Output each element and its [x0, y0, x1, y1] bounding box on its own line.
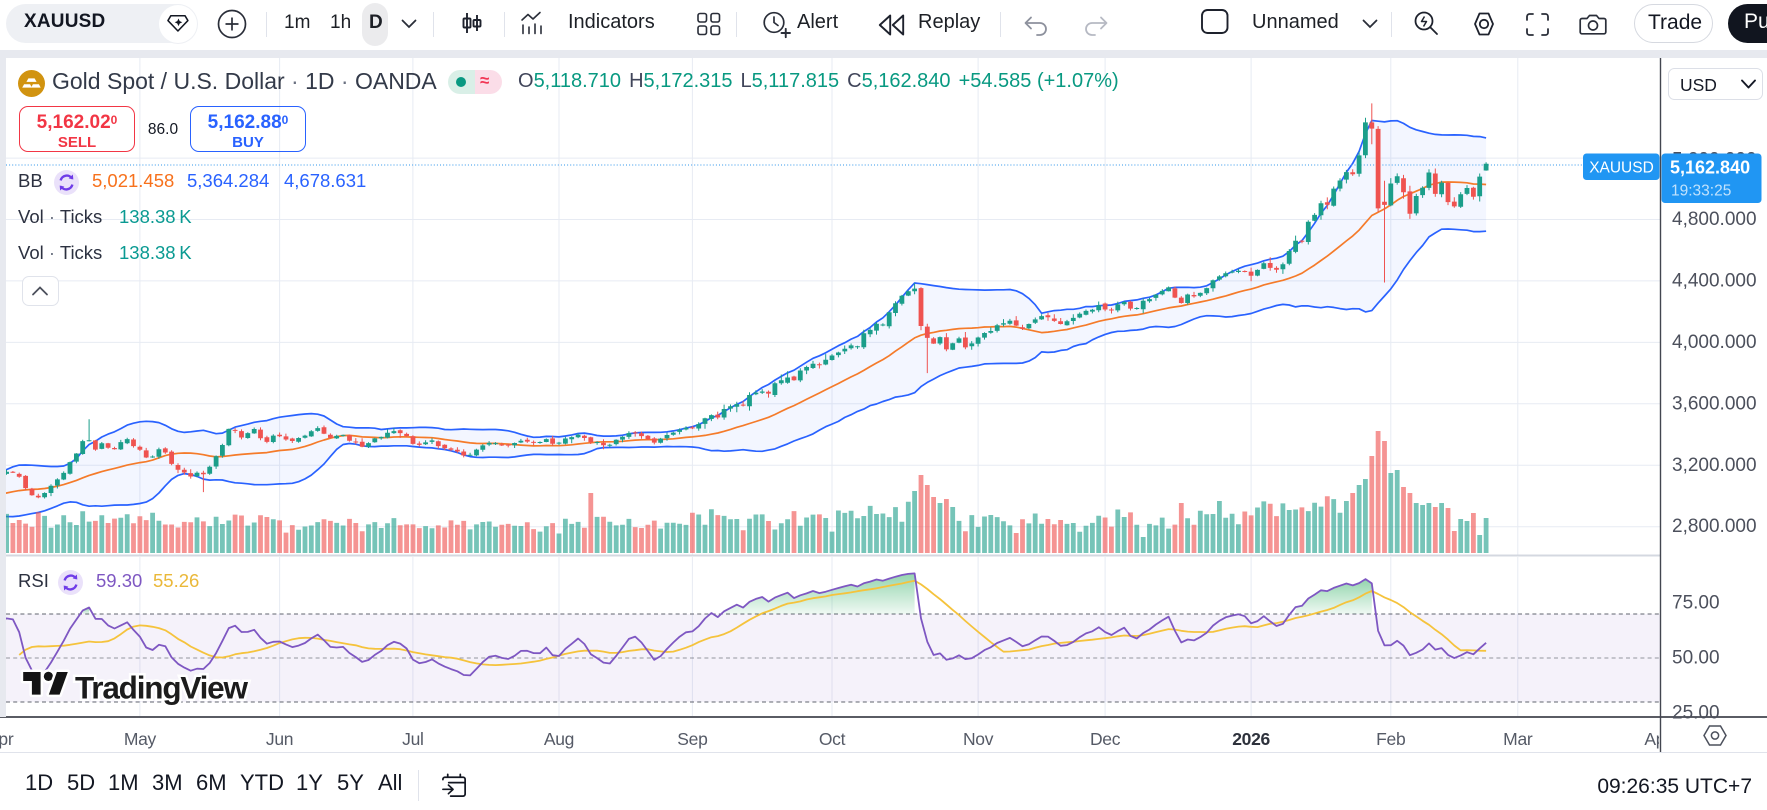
svg-text:Jun: Jun	[266, 729, 293, 749]
svg-text:Apr: Apr	[0, 729, 14, 749]
svg-text:XAUUSD: XAUUSD	[1589, 160, 1654, 177]
svg-text:Mar: Mar	[1503, 729, 1533, 749]
svg-text:4,400.000: 4,400.000	[1672, 270, 1757, 291]
svg-text:50.00: 50.00	[1672, 648, 1720, 669]
svg-text:Oct: Oct	[819, 729, 846, 749]
svg-text:Dec: Dec	[1090, 729, 1121, 749]
svg-text:19:33:25: 19:33:25	[1671, 183, 1731, 200]
svg-text:2026: 2026	[1232, 729, 1270, 749]
svg-text:3,200.000: 3,200.000	[1672, 455, 1757, 476]
svg-text:Feb: Feb	[1376, 729, 1405, 749]
svg-text:Aug: Aug	[544, 729, 574, 749]
svg-text:75.00: 75.00	[1672, 593, 1720, 614]
svg-text:Nov: Nov	[963, 729, 994, 749]
svg-text:Sep: Sep	[677, 729, 707, 749]
svg-text:TradingView: TradingView	[75, 670, 248, 706]
svg-text:Jul: Jul	[402, 729, 423, 749]
svg-text:Apr: Apr	[1644, 729, 1671, 749]
svg-text:3,600.000: 3,600.000	[1672, 393, 1757, 414]
svg-text:USD: USD	[1680, 75, 1717, 95]
svg-text:May: May	[124, 729, 157, 749]
svg-text:5,162.840: 5,162.840	[1670, 158, 1750, 178]
svg-text:2,800.000: 2,800.000	[1672, 516, 1757, 537]
svg-text:4,000.000: 4,000.000	[1672, 332, 1757, 353]
svg-text:25.00: 25.00	[1672, 703, 1720, 724]
svg-text:4,800.000: 4,800.000	[1672, 209, 1757, 230]
